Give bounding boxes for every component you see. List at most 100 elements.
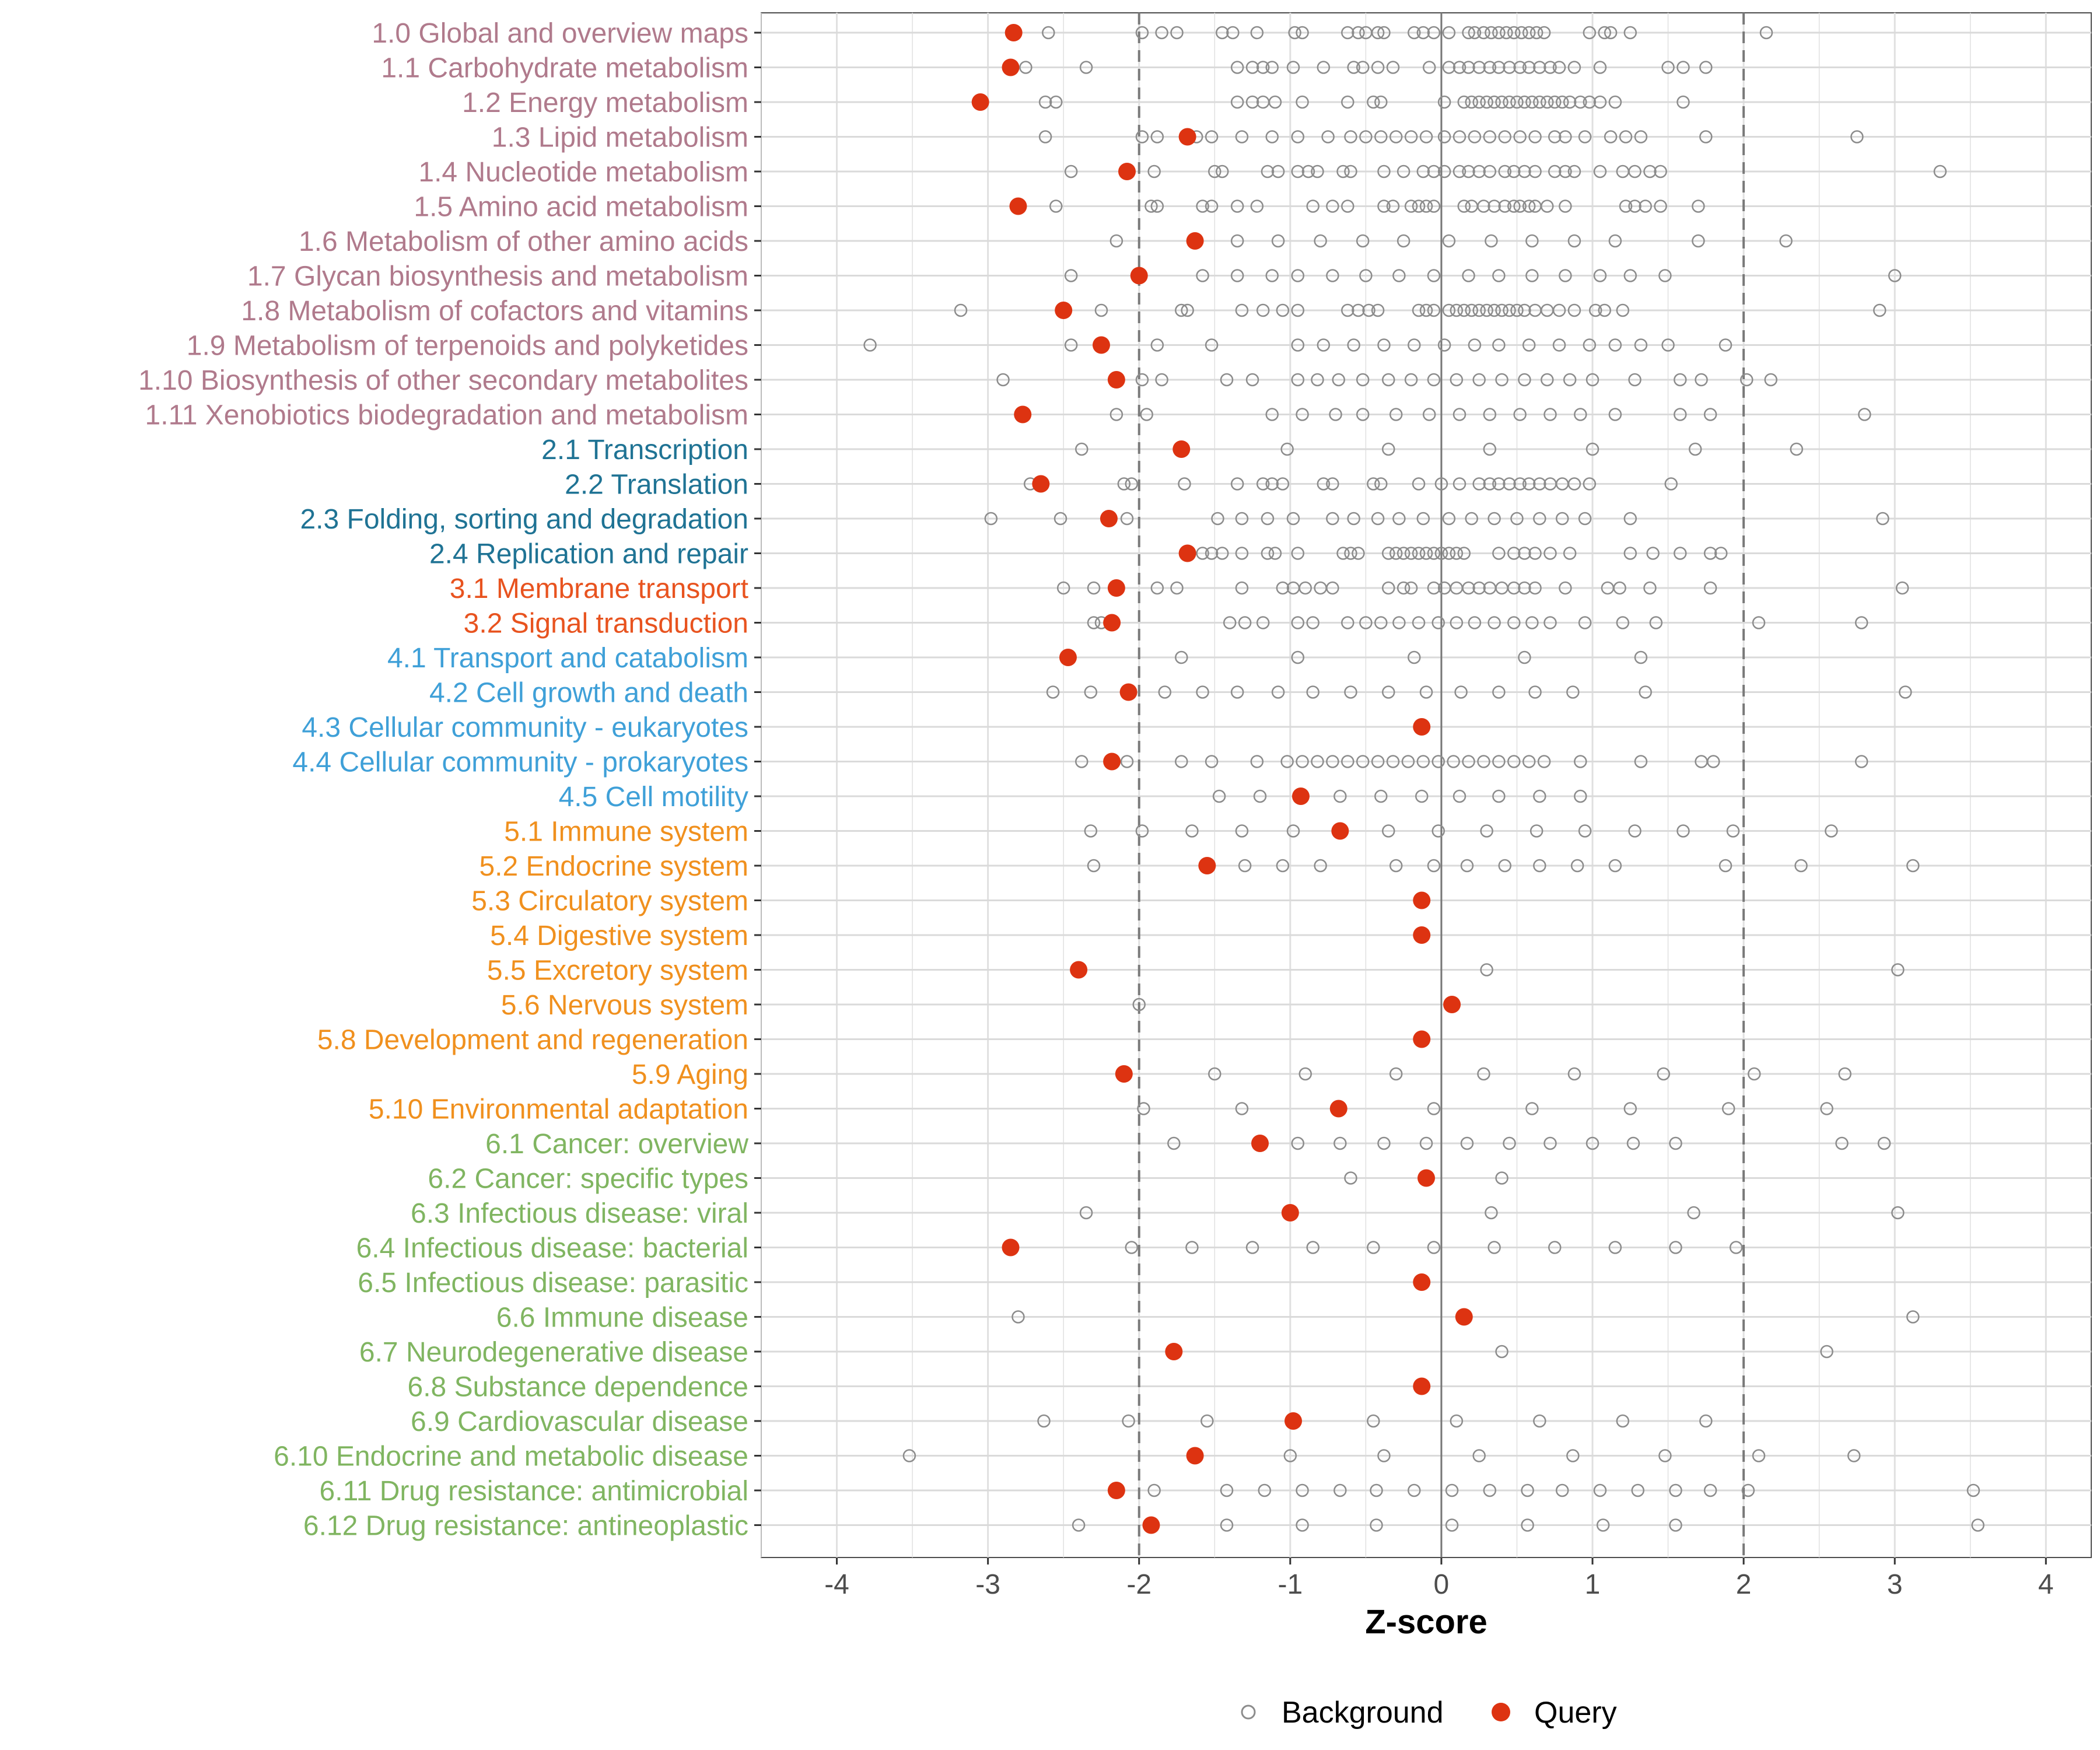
background-point	[1619, 200, 1633, 213]
background-point	[1230, 61, 1244, 74]
background-point	[1522, 26, 1536, 40]
background-point	[1306, 616, 1320, 629]
background-point	[1674, 408, 1687, 421]
background-point	[1495, 1171, 1508, 1185]
legend-query-label: Query	[1534, 1696, 1617, 1730]
background-point	[1356, 61, 1370, 74]
background-point	[1522, 61, 1536, 74]
legend-query-key	[1492, 1703, 1510, 1721]
y-tick-label: 2.1 Transcription	[541, 435, 748, 466]
background-point	[1344, 130, 1357, 144]
background-point	[1427, 373, 1441, 387]
background-point	[1412, 477, 1426, 491]
background-point	[1574, 408, 1587, 421]
background-point	[1462, 269, 1475, 282]
background-point	[1583, 338, 1597, 352]
background-point	[1488, 95, 1501, 109]
background-point	[1336, 547, 1350, 560]
background-point	[1483, 164, 1497, 178]
background-point	[1628, 200, 1642, 213]
background-point	[1779, 234, 1793, 248]
background-point	[1593, 269, 1607, 282]
background-point	[1215, 164, 1229, 178]
background-point	[1485, 1206, 1498, 1220]
background-point	[1699, 1414, 1713, 1428]
background-point	[1212, 789, 1226, 803]
y-tick-label: 3.2 Signal transduction	[464, 608, 748, 639]
background-point	[1371, 26, 1385, 40]
background-point	[1613, 581, 1626, 595]
background-point	[1646, 547, 1660, 560]
background-point	[1144, 200, 1158, 213]
background-point	[1559, 130, 1572, 144]
query-point	[1103, 752, 1121, 771]
background-point	[1019, 61, 1032, 74]
background-point	[996, 373, 1010, 387]
background-point	[1460, 859, 1474, 873]
query-point	[1059, 649, 1077, 666]
background-point	[1258, 1483, 1272, 1497]
background-point	[1291, 547, 1305, 560]
background-point	[1747, 1067, 1761, 1081]
background-point	[1404, 130, 1418, 144]
background-point	[1205, 547, 1219, 560]
background-point	[1522, 477, 1536, 491]
background-point	[1220, 373, 1234, 387]
background-point	[1276, 859, 1290, 873]
background-point	[1196, 547, 1209, 560]
background-point	[1415, 789, 1429, 803]
y-tick-label: 1.8 Metabolism of cofactors and vitamins	[241, 296, 748, 327]
background-point	[1442, 61, 1456, 74]
background-point	[1276, 477, 1290, 491]
background-point	[1533, 95, 1546, 109]
background-point	[1933, 164, 1947, 178]
background-point	[1628, 824, 1642, 838]
background-point	[1488, 616, 1501, 629]
query-point	[1413, 1273, 1431, 1291]
background-point	[1492, 269, 1506, 282]
background-point	[1296, 1518, 1309, 1532]
background-point	[1586, 442, 1600, 456]
background-point	[1552, 338, 1566, 352]
background-point	[1250, 26, 1264, 40]
background-point	[1110, 408, 1124, 421]
y-tick-label: 1.4 Nucleotide metabolism	[418, 157, 748, 188]
background-point	[1450, 373, 1464, 387]
x-tick-label: 2	[1736, 1569, 1752, 1600]
background-point	[1205, 200, 1219, 213]
background-point	[1427, 200, 1441, 213]
background-point	[1140, 408, 1153, 421]
background-point	[1434, 477, 1448, 491]
background-point	[1528, 581, 1542, 595]
x-tick-label: -4	[824, 1569, 849, 1600]
background-point	[1492, 338, 1506, 352]
background-point	[1371, 61, 1385, 74]
background-point	[1392, 616, 1406, 629]
y-tick-label: 5.5 Excretory system	[487, 956, 748, 986]
background-point	[1298, 1067, 1312, 1081]
background-point	[902, 1449, 916, 1462]
background-point	[1205, 755, 1219, 768]
background-point	[1530, 824, 1544, 838]
background-point	[1215, 547, 1229, 560]
background-point	[1341, 616, 1354, 629]
background-point	[1377, 1136, 1391, 1150]
background-point	[1483, 1483, 1497, 1497]
background-point	[1555, 95, 1569, 109]
background-point	[1616, 303, 1630, 317]
background-point	[1432, 755, 1445, 768]
background-point	[1835, 1136, 1849, 1150]
query-point	[1329, 1100, 1348, 1118]
y-tick-label: 6.8 Substance dependence	[408, 1372, 748, 1403]
background-point	[1311, 164, 1324, 178]
background-point	[1356, 755, 1370, 768]
background-point	[1518, 581, 1531, 595]
background-point	[1465, 512, 1478, 526]
background-point	[1477, 200, 1490, 213]
background-point	[1445, 1518, 1459, 1532]
background-point	[1566, 1449, 1580, 1462]
background-point	[1374, 130, 1388, 144]
background-point	[1658, 1449, 1672, 1462]
background-point	[1764, 373, 1777, 387]
query-point	[1186, 232, 1204, 250]
